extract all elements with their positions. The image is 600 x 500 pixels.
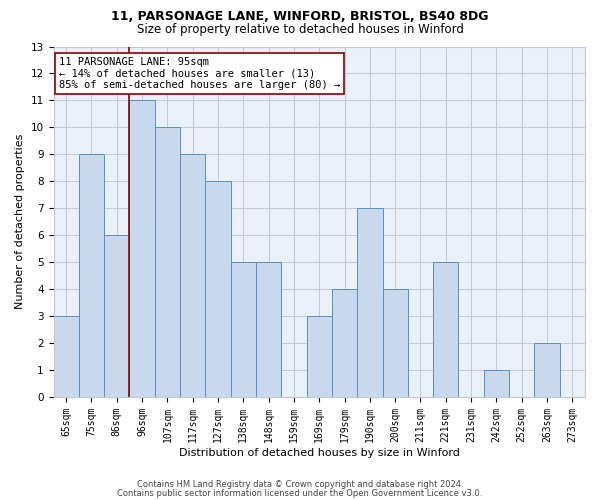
Bar xyxy=(104,235,130,397)
Bar xyxy=(383,289,408,397)
Bar xyxy=(180,154,205,397)
X-axis label: Distribution of detached houses by size in Winford: Distribution of detached houses by size … xyxy=(179,448,460,458)
Text: 11 PARSONAGE LANE: 95sqm
← 14% of detached houses are smaller (13)
85% of semi-d: 11 PARSONAGE LANE: 95sqm ← 14% of detach… xyxy=(59,57,340,90)
Text: Contains HM Land Registry data © Crown copyright and database right 2024.: Contains HM Land Registry data © Crown c… xyxy=(137,480,463,489)
Bar xyxy=(130,100,155,397)
Text: Size of property relative to detached houses in Winford: Size of property relative to detached ho… xyxy=(137,22,463,36)
Text: Contains public sector information licensed under the Open Government Licence v3: Contains public sector information licen… xyxy=(118,489,482,498)
Bar xyxy=(256,262,281,397)
Bar xyxy=(357,208,383,397)
Bar xyxy=(79,154,104,397)
Y-axis label: Number of detached properties: Number of detached properties xyxy=(15,134,25,310)
Bar xyxy=(230,262,256,397)
Bar xyxy=(53,316,79,397)
Bar xyxy=(155,128,180,397)
Bar xyxy=(484,370,509,397)
Bar xyxy=(307,316,332,397)
Text: 11, PARSONAGE LANE, WINFORD, BRISTOL, BS40 8DG: 11, PARSONAGE LANE, WINFORD, BRISTOL, BS… xyxy=(111,10,489,23)
Bar xyxy=(535,343,560,397)
Bar xyxy=(205,182,230,397)
Bar xyxy=(433,262,458,397)
Bar xyxy=(332,289,357,397)
